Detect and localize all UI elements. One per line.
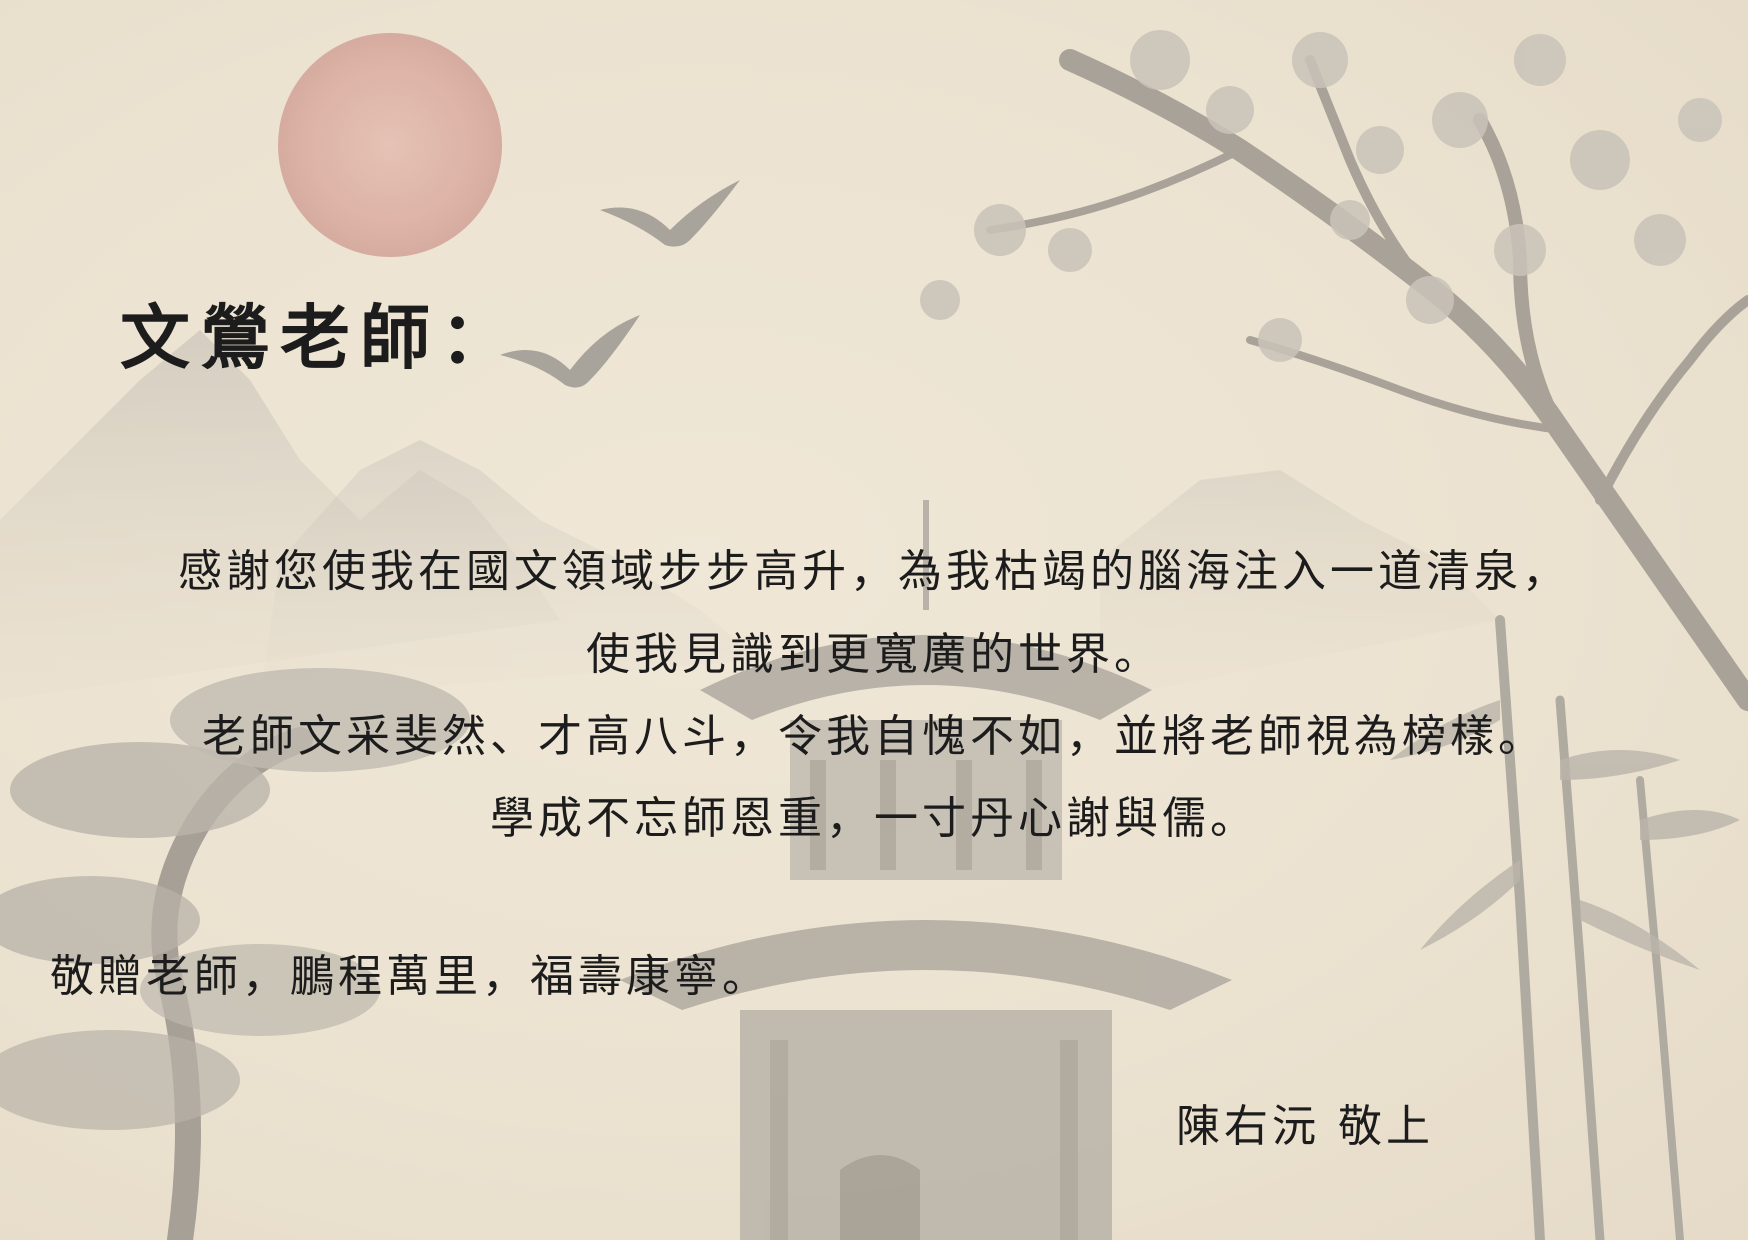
body-line-4: 學成不忘師恩重，一寸丹心謝與儒。 bbox=[490, 793, 1258, 844]
body-line-2: 使我見識到更寬廣的世界。 bbox=[586, 629, 1162, 680]
bamboo bbox=[1495, 615, 1684, 1240]
mountains bbox=[0, 330, 1500, 700]
pine-tree bbox=[0, 668, 470, 1240]
body-line-3: 老師文采斐然、才高八斗，令我自愧不如，並將老師視為榜樣。 bbox=[202, 711, 1546, 762]
bamboo-leaves bbox=[1390, 700, 1740, 970]
pagoda bbox=[620, 500, 1232, 1240]
salutation: 文鶯老師： bbox=[120, 296, 520, 379]
sun-circle bbox=[278, 33, 502, 257]
birds bbox=[500, 180, 740, 388]
plum-blossoms bbox=[920, 30, 1722, 362]
signature: 陳右沅 敬上 bbox=[1176, 1101, 1434, 1152]
body-line-1: 感謝您使我在國文領域步步高升，為我枯竭的腦海注入一道清泉， bbox=[178, 546, 1570, 597]
blessing-line: 敬贈老師，鵬程萬里，福壽康寧。 bbox=[50, 951, 770, 1002]
